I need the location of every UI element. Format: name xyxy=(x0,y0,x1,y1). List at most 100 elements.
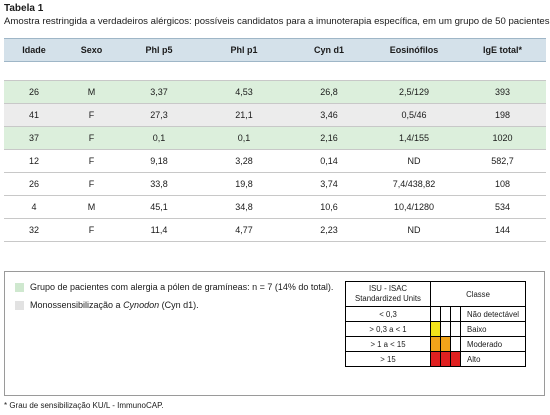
header-ige-total: IgE total* xyxy=(459,38,546,62)
cell-phl-p1: 4,53 xyxy=(199,80,289,104)
cell-cyn-d1: 3,74 xyxy=(289,172,369,196)
isu-row: > 15 Alto xyxy=(345,351,526,367)
header-eosinofilos: Eosinófilos xyxy=(369,38,459,62)
cell-eosinofilos: ND xyxy=(369,218,459,242)
table-subtitle: Amostra restringida a verdadeiros alérgi… xyxy=(4,16,550,27)
isu-range: > 0,3 a < 1 xyxy=(345,321,431,337)
cell-idade: 26 xyxy=(4,172,64,196)
cell-ige-total: 582,7 xyxy=(459,149,546,173)
cell-phl-p5: 45,1 xyxy=(119,195,199,219)
cell-idade: 41 xyxy=(4,103,64,127)
table-row: 32 F 11,4 4,77 2,23 ND 144 xyxy=(4,218,546,242)
isu-class-label: Não detectável xyxy=(460,306,526,322)
isu-color-cell xyxy=(450,306,461,322)
green-swatch xyxy=(15,282,24,292)
cell-cyn-d1: 0,14 xyxy=(289,149,369,173)
table-row: 26 M 3,37 4,53 26,8 2,5/129 393 xyxy=(4,80,546,104)
isu-color-cell xyxy=(430,306,441,322)
isu-color-cell xyxy=(450,351,461,367)
isu-color-cell xyxy=(450,321,461,337)
isu-color-cell xyxy=(430,336,441,352)
isu-class-label: Moderado xyxy=(460,336,526,352)
gray-swatch xyxy=(15,300,24,310)
cell-idade: 4 xyxy=(4,195,64,219)
isu-color-cell xyxy=(440,351,451,367)
cell-sexo: F xyxy=(64,126,119,150)
isu-color-cell xyxy=(440,306,451,322)
cell-phl-p1: 21,1 xyxy=(199,103,289,127)
cell-cyn-d1: 2,23 xyxy=(289,218,369,242)
footnote: * Grau de sensibilização KU/L - ImmunoCA… xyxy=(4,401,164,410)
isu-row: > 1 a < 15 Moderado xyxy=(345,336,526,352)
cell-eosinofilos: ND xyxy=(369,149,459,173)
isu-color-cell xyxy=(450,336,461,352)
cell-eosinofilos: 1,4/155 xyxy=(369,126,459,150)
cell-ige-total: 108 xyxy=(459,172,546,196)
isu-color-cell xyxy=(430,351,441,367)
cell-sexo: M xyxy=(64,195,119,219)
cell-sexo: F xyxy=(64,103,119,127)
cell-ige-total: 1020 xyxy=(459,126,546,150)
cell-eosinofilos: 0,5/46 xyxy=(369,103,459,127)
cell-cyn-d1: 2,16 xyxy=(289,126,369,150)
table-row: 41 F 27,3 21,1 3,46 0,5/46 198 xyxy=(4,103,546,127)
cell-eosinofilos: 2,5/129 xyxy=(369,80,459,104)
isu-row: < 0,3 Não detectável xyxy=(345,306,526,322)
cell-sexo: M xyxy=(64,80,119,104)
cell-phl-p1: 0,1 xyxy=(199,126,289,150)
header-sexo: Sexo xyxy=(64,38,119,62)
cell-idade: 26 xyxy=(4,80,64,104)
isu-scale-table: ISU - ISAC Standardized Units Classe < 0,… xyxy=(345,281,526,367)
cell-cyn-d1: 26,8 xyxy=(289,80,369,104)
cell-phl-p1: 4,77 xyxy=(199,218,289,242)
isu-range: < 0,3 xyxy=(345,306,431,322)
cell-sexo: F xyxy=(64,149,119,173)
header-cyn-d1: Cyn d1 xyxy=(289,38,369,62)
cell-phl-p5: 11,4 xyxy=(119,218,199,242)
cell-sexo: F xyxy=(64,172,119,196)
legend-green-text: Grupo de pacientes com alergia a pólen d… xyxy=(30,282,334,292)
table-title: Tabela 1 xyxy=(4,3,44,14)
legend-gray: Monossensibilização a Cynodon (Cyn d1). xyxy=(15,300,199,310)
cell-ige-total: 198 xyxy=(459,103,546,127)
cell-phl-p5: 27,3 xyxy=(119,103,199,127)
legend-gray-text: Monossensibilização a Cynodon (Cyn d1). xyxy=(30,300,199,310)
isu-color-cell xyxy=(440,321,451,337)
isu-class-label: Alto xyxy=(460,351,526,367)
header-idade: Idade xyxy=(4,38,64,62)
class-header: Classe xyxy=(430,281,526,307)
cell-sexo: F xyxy=(64,218,119,242)
cell-phl-p5: 0,1 xyxy=(119,126,199,150)
isu-range: > 1 a < 15 xyxy=(345,336,431,352)
cell-phl-p5: 33,8 xyxy=(119,172,199,196)
legend-green: Grupo de pacientes com alergia a pólen d… xyxy=(15,282,333,292)
legend-box: Grupo de pacientes com alergia a pólen d… xyxy=(4,271,545,396)
cell-ige-total: 144 xyxy=(459,218,546,242)
cell-eosinofilos: 10,4/1280 xyxy=(369,195,459,219)
cell-cyn-d1: 3,46 xyxy=(289,103,369,127)
cell-ige-total: 534 xyxy=(459,195,546,219)
table-row: 12 F 9,18 3,28 0,14 ND 582,7 xyxy=(4,149,546,173)
isu-color-cell xyxy=(430,321,441,337)
cell-idade: 37 xyxy=(4,126,64,150)
table-header-row: Idade Sexo Phl p5 Phl p1 Cyn d1 Eosinófi… xyxy=(4,38,546,62)
cell-eosinofilos: 7,4/438,82 xyxy=(369,172,459,196)
isu-color-cell xyxy=(440,336,451,352)
patients-table: Idade Sexo Phl p5 Phl p1 Cyn d1 Eosinófi… xyxy=(4,38,546,242)
table-row: 4 M 45,1 34,8 10,6 10,4/1280 534 xyxy=(4,195,546,219)
cell-ige-total: 393 xyxy=(459,80,546,104)
isu-class-label: Baixo xyxy=(460,321,526,337)
header-phl-p1: Phl p1 xyxy=(199,38,289,62)
table-row: 37 F 0,1 0,1 2,16 1,4/155 1020 xyxy=(4,126,546,150)
cell-phl-p5: 9,18 xyxy=(119,149,199,173)
cell-idade: 12 xyxy=(4,149,64,173)
cell-cyn-d1: 10,6 xyxy=(289,195,369,219)
header-phl-p5: Phl p5 xyxy=(119,38,199,62)
cell-idade: 32 xyxy=(4,218,64,242)
table-row: 26 F 33,8 19,8 3,74 7,4/438,82 108 xyxy=(4,172,546,196)
isu-range: > 15 xyxy=(345,351,431,367)
cell-phl-p1: 34,8 xyxy=(199,195,289,219)
isu-row: > 0,3 a < 1 Baixo xyxy=(345,321,526,337)
cell-phl-p1: 19,8 xyxy=(199,172,289,196)
cell-phl-p1: 3,28 xyxy=(199,149,289,173)
